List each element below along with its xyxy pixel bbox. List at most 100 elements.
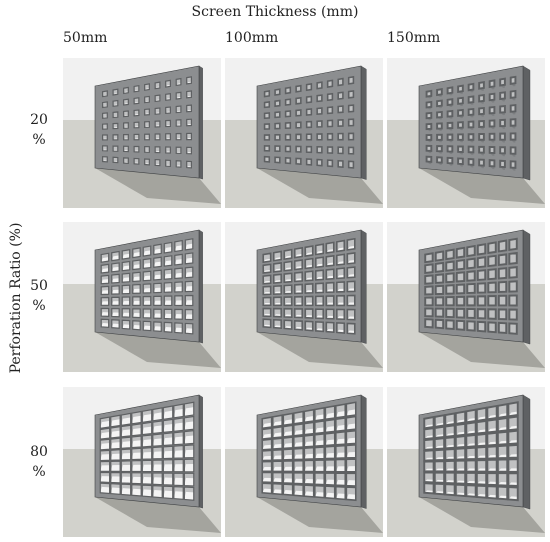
render-panel-20-50mm — [63, 58, 221, 208]
perforation-depth — [273, 319, 282, 328]
perforation-hole — [423, 482, 435, 495]
perforation-hole — [509, 104, 517, 113]
perforation-depth — [186, 90, 192, 98]
row-label-20-value: 20 — [30, 112, 48, 128]
perforation-depth — [476, 485, 487, 497]
perforation-depth — [458, 158, 463, 167]
perforation-hole — [184, 266, 194, 279]
perforation-depth — [509, 238, 517, 250]
perforation-hole — [133, 84, 140, 93]
perforation-depth — [446, 285, 454, 294]
perforation-depth — [326, 255, 334, 267]
perforation-hole — [165, 106, 171, 115]
perforation-depth — [123, 99, 129, 106]
perforation-depth — [487, 473, 497, 485]
render-panel-80-50mm — [63, 387, 221, 537]
perforation-depth — [263, 319, 271, 327]
perforation-hole — [454, 447, 467, 461]
perforation-depth — [434, 438, 445, 450]
perforation-depth — [347, 238, 355, 250]
perforation-hole — [132, 283, 141, 295]
perforation-depth — [101, 275, 109, 284]
perforation-depth — [467, 258, 475, 269]
perforation-depth — [458, 110, 463, 119]
perforation-hole — [110, 426, 121, 439]
perforation-depth — [456, 260, 465, 270]
perforation-hole — [111, 262, 120, 273]
perforation-hole — [100, 307, 110, 317]
perforation-depth — [304, 422, 314, 435]
perforation-depth — [110, 461, 121, 472]
perforation-hole — [444, 471, 456, 485]
perforation-depth — [338, 133, 343, 141]
perforation-hole — [263, 101, 271, 109]
perforation-depth — [335, 459, 346, 472]
perforation-depth — [479, 159, 484, 169]
perforation-hole — [478, 119, 485, 128]
render-panel-80-100mm — [225, 387, 383, 537]
perforation-hole — [186, 90, 193, 99]
perforation-depth — [335, 431, 346, 445]
perforation-depth — [435, 285, 444, 295]
perforation-hole — [175, 146, 182, 155]
render-panel-80-100mm-shadow — [257, 497, 383, 533]
perforation-depth — [346, 473, 356, 486]
perforation-depth — [317, 146, 322, 154]
perforation-depth — [435, 308, 444, 317]
perforation-hole — [271, 460, 283, 473]
perforation-hole — [457, 145, 464, 153]
perforation-hole — [436, 145, 443, 153]
perforation-hole — [111, 285, 120, 295]
perforation-hole — [476, 256, 487, 269]
perforation-depth — [456, 320, 465, 330]
perforation-hole — [475, 419, 488, 435]
perforation-hole — [100, 285, 110, 296]
row-label-50: 50 % — [26, 276, 52, 316]
perforation-depth — [262, 450, 272, 461]
perforation-depth — [336, 240, 345, 252]
perforation-depth — [306, 134, 312, 141]
perforation-depth — [123, 146, 129, 152]
perforation-depth — [102, 156, 108, 162]
perforation-depth — [327, 107, 333, 114]
perforation-hole — [183, 415, 195, 431]
perforation-hole — [123, 122, 129, 129]
perforation-hole — [154, 133, 161, 141]
perforation-hole — [152, 433, 163, 447]
perforation-hole — [293, 271, 303, 283]
perforation-depth — [275, 89, 280, 96]
perforation-hole — [445, 307, 455, 319]
perforation-hole — [99, 416, 111, 430]
perforation-hole — [144, 83, 150, 91]
perforation-hole — [274, 133, 281, 141]
perforation-depth — [285, 146, 291, 153]
perforation-depth — [185, 267, 193, 278]
perforation-depth — [143, 296, 151, 306]
perforation-hole — [455, 283, 466, 295]
perforation-depth — [335, 473, 346, 486]
perforation-hole — [325, 321, 335, 334]
perforation-depth — [509, 295, 517, 306]
perforation-hole — [154, 94, 161, 103]
perforation-hole — [184, 308, 194, 321]
perforation-depth — [263, 264, 271, 273]
perforation-hole — [345, 429, 357, 445]
perforation-depth — [153, 296, 162, 306]
perforation-hole — [467, 145, 475, 154]
perforation-depth — [327, 80, 333, 88]
perforation-hole — [486, 472, 498, 487]
perforation-hole — [141, 434, 153, 448]
perforation-hole — [141, 446, 153, 460]
perforation-depth — [348, 119, 354, 127]
perforation-hole — [162, 432, 174, 447]
perforation-hole — [457, 96, 464, 105]
perforation-hole — [316, 133, 323, 141]
perforation-hole — [444, 483, 456, 497]
perforation-hole — [487, 241, 497, 255]
perforation-depth — [336, 295, 345, 306]
render-panel-80-150mm-perforations — [423, 401, 519, 502]
perforation-hole — [347, 104, 355, 113]
perforation-hole — [121, 260, 131, 272]
perforation-depth — [264, 90, 270, 97]
perforation-depth — [479, 82, 484, 91]
